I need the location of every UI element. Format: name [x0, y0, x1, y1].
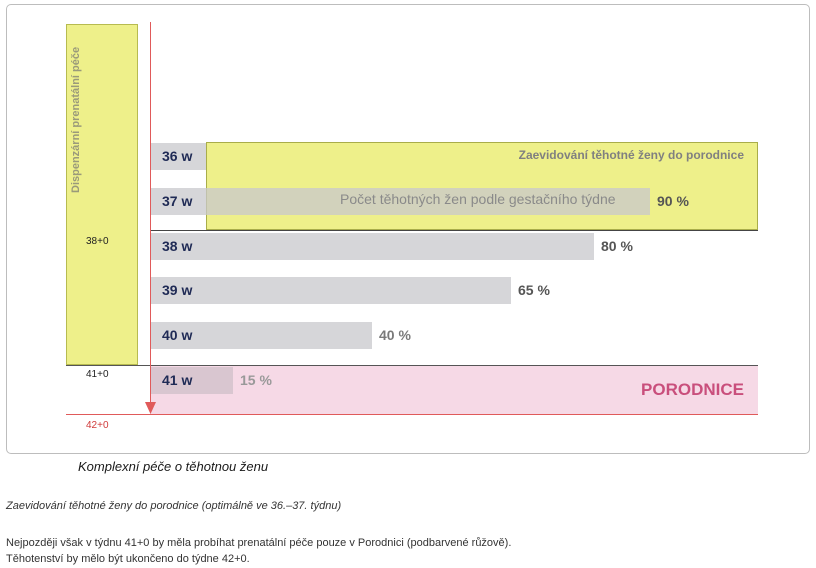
week-label-39w: 39 w	[162, 282, 193, 298]
text-line-2: Těhotenství by mělo být ukončeno do týdn…	[6, 553, 250, 565]
value-label-39w: 65 %	[518, 282, 550, 298]
value-label-37w: 90 %	[657, 193, 689, 209]
timeline-line	[150, 22, 151, 406]
week-marker-38: 38+0	[86, 236, 109, 247]
bar-36w	[150, 143, 206, 170]
bar-39w	[150, 277, 511, 304]
registration-note: Zaevidování těhotné ženy do porodnice (o…	[6, 500, 342, 512]
separator-41	[66, 365, 758, 366]
week-label-38w: 38 w	[162, 238, 193, 254]
week-label-41w: 41 w	[162, 372, 193, 388]
bar-41w	[150, 367, 233, 394]
week-label-36w: 36 w	[162, 148, 193, 164]
text-line-1: Nejpozději však v týdnu 41+0 by měla pro…	[6, 537, 512, 549]
separator-38	[150, 230, 758, 231]
week-label-37w: 37 w	[162, 193, 193, 209]
value-label-41w: 15 %	[240, 372, 272, 388]
value-label-38w: 80 %	[601, 238, 633, 254]
bar-38w	[150, 233, 594, 260]
porodnice-band	[150, 365, 758, 414]
registration-band	[206, 142, 758, 230]
dispensary-care-label: Dispenzární prenatální péče	[70, 46, 82, 193]
bar-40w	[150, 322, 372, 349]
week-marker-42: 42+0	[86, 420, 109, 431]
diagram-frame	[6, 4, 810, 454]
dispensary-care-column	[66, 24, 138, 365]
porodnice-label: PORODNICE	[641, 380, 744, 399]
week-marker-41: 41+0	[86, 369, 109, 380]
week-label-40w: 40 w	[162, 327, 193, 343]
figure-caption: Komplexní péče o těhotnou ženu	[78, 459, 269, 474]
separator-42	[66, 414, 758, 415]
chart-title: Počet těhotných žen podle gestačního týd…	[340, 191, 616, 207]
bar-37w	[150, 188, 650, 215]
value-label-40w: 40 %	[379, 327, 411, 343]
timeline-arrow-icon	[145, 402, 156, 414]
registration-band-title: Zaevidování těhotné ženy do porodnice	[518, 148, 744, 162]
